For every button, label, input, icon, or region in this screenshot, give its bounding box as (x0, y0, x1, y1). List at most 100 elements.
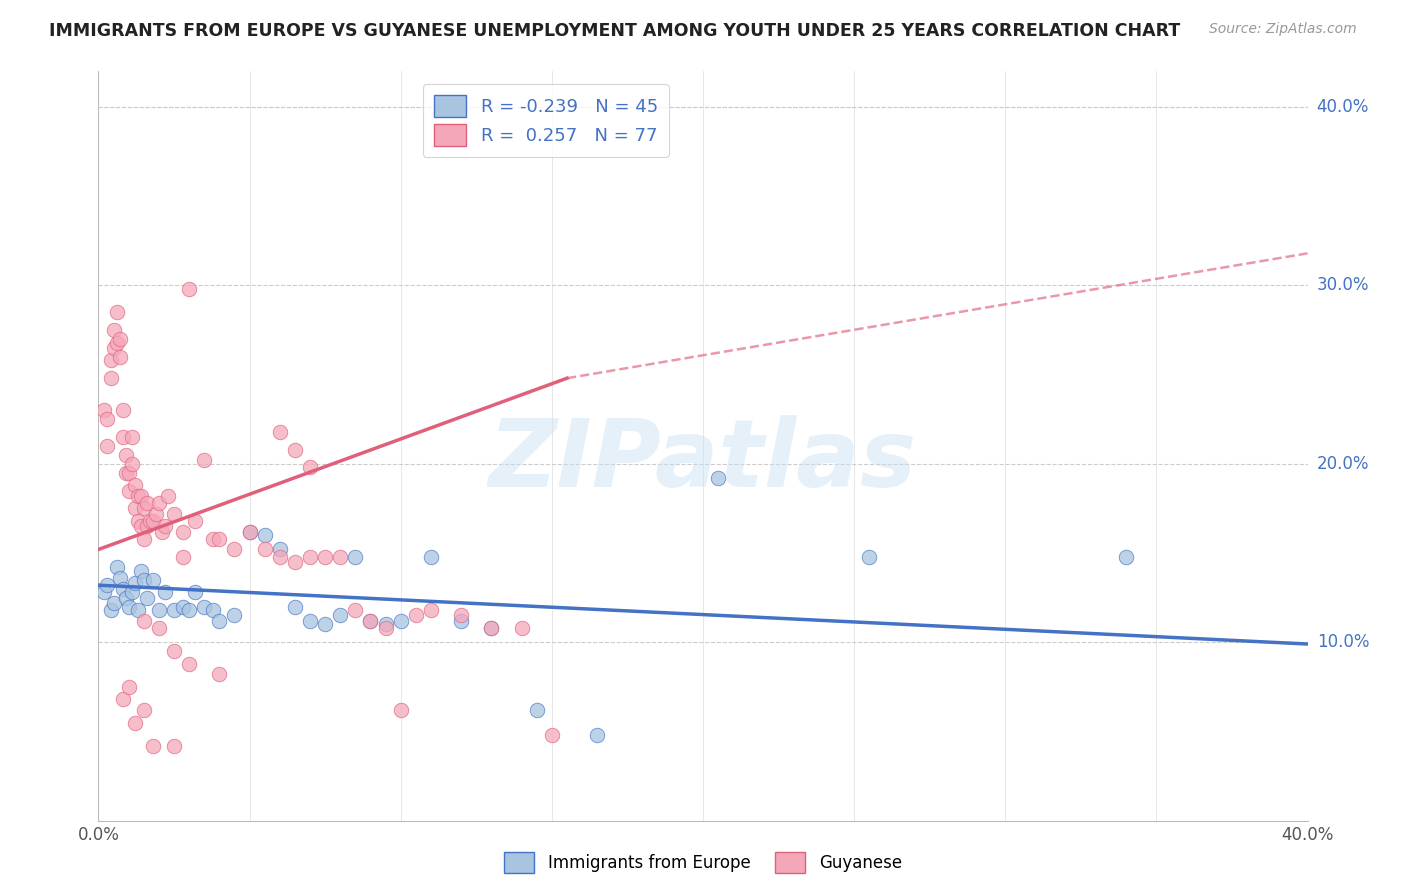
Point (103, 323, 125, 337)
Point (269, 542, 291, 557)
Legend: Immigrants from Europe, Guyanese: Immigrants from Europe, Guyanese (498, 846, 908, 880)
Text: 20.0%: 20.0% (1316, 455, 1369, 473)
Point (163, 507, 186, 521)
Point (179, 282, 201, 296)
Point (111, 403, 134, 417)
Point (132, 703, 155, 717)
Point (142, 573, 165, 587)
Point (450, 614, 472, 628)
Point (344, 549, 367, 564)
Point (121, 430, 143, 444)
Text: IMMIGRANTS FROM EUROPE VS GUYANESE UNEMPLOYMENT AMONG YOUTH UNDER 25 YEARS CORRE: IMMIGRANTS FROM EUROPE VS GUYANESE UNEMP… (49, 22, 1181, 40)
Point (121, 457, 143, 471)
Point (269, 549, 291, 564)
Point (100, 353, 122, 368)
Point (124, 715, 146, 730)
Point (374, 617, 396, 632)
Point (374, 621, 396, 635)
Point (1115, 549, 1137, 564)
Point (208, 667, 231, 681)
Point (299, 460, 322, 475)
Point (135, 519, 157, 533)
Point (269, 425, 291, 439)
Point (103, 341, 125, 355)
Point (114, 591, 136, 605)
Point (124, 478, 146, 492)
Point (105, 335, 128, 350)
Point (481, 621, 503, 635)
Point (163, 644, 186, 658)
Point (148, 603, 170, 617)
Point (139, 514, 162, 528)
Point (360, 614, 382, 628)
Point (329, 608, 352, 623)
Point (389, 614, 412, 628)
Point (114, 466, 136, 480)
Point (96, 578, 118, 592)
Point (153, 519, 176, 533)
Point (184, 514, 207, 528)
Point (93, 585, 115, 599)
Point (132, 532, 155, 546)
Point (172, 524, 194, 539)
Point (707, 471, 730, 485)
Point (329, 549, 352, 564)
Point (135, 591, 157, 605)
Point (148, 621, 170, 635)
Point (118, 483, 141, 498)
Point (105, 305, 128, 319)
Point (129, 519, 152, 533)
Point (105, 560, 128, 574)
Point (127, 514, 149, 528)
Point (420, 603, 443, 617)
Point (510, 621, 533, 635)
Point (129, 564, 152, 578)
Point (526, 703, 548, 717)
Point (124, 576, 146, 591)
Point (96, 439, 118, 453)
Point (389, 703, 412, 717)
Point (93, 403, 115, 417)
Point (858, 549, 880, 564)
Point (103, 596, 125, 610)
Point (253, 542, 276, 557)
Point (156, 489, 179, 503)
Point (127, 603, 149, 617)
Point (124, 501, 146, 516)
Point (314, 549, 336, 564)
Point (481, 621, 503, 635)
Point (108, 332, 131, 346)
Point (405, 608, 427, 623)
Point (118, 680, 141, 694)
Point (208, 614, 231, 628)
Point (111, 582, 134, 596)
Point (153, 585, 176, 599)
Point (193, 599, 215, 614)
Point (118, 599, 141, 614)
Point (121, 585, 143, 599)
Text: 30.0%: 30.0% (1316, 277, 1369, 294)
Point (202, 532, 225, 546)
Point (142, 514, 165, 528)
Point (111, 692, 134, 706)
Point (208, 532, 231, 546)
Point (284, 599, 307, 614)
Point (344, 603, 367, 617)
Point (127, 489, 149, 503)
Point (540, 728, 562, 742)
Point (284, 555, 307, 569)
Point (202, 603, 225, 617)
Point (108, 571, 131, 585)
Point (239, 524, 262, 539)
Point (253, 528, 276, 542)
Point (132, 501, 155, 516)
Point (132, 614, 155, 628)
Point (148, 496, 170, 510)
Point (586, 728, 609, 742)
Point (299, 549, 322, 564)
Point (184, 585, 207, 599)
Point (142, 739, 165, 753)
Point (114, 448, 136, 462)
Point (135, 496, 157, 510)
Point (145, 507, 167, 521)
